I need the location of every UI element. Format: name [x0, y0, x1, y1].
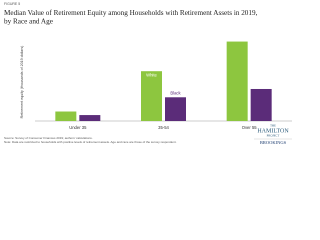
logo-text: THE: [270, 124, 276, 128]
note: Source: Survey of Consumer Finances 2019…: [4, 136, 93, 140]
chart: FIGURE 5 Median Value of Retirement Equi…: [4, 2, 292, 145]
logo: THE HAMILTON PROJECT BROOKINGS: [254, 124, 292, 145]
y-axis-label: Retirement equity (thousands of 2019 dol…: [20, 46, 24, 119]
series-label: White: [146, 72, 157, 77]
logo-text: BROOKINGS: [260, 140, 287, 145]
chart-title: Median Value of Retirement Equity among …: [4, 9, 258, 26]
figure-label: FIGURE 5: [4, 2, 20, 6]
x-tick-label: Under 35: [69, 125, 87, 130]
x-tick-label: 35-54: [158, 125, 169, 130]
note: Note: Data are restricted to households …: [4, 140, 177, 144]
x-tick-label: Over 55: [242, 125, 258, 130]
bar: [79, 115, 101, 121]
bar: [226, 41, 248, 121]
logo-text: PROJECT: [267, 134, 280, 138]
bar: [250, 88, 272, 121]
bar: [55, 111, 77, 121]
logo-text: HAMILTON: [257, 128, 289, 134]
series-label: Black: [170, 90, 181, 95]
bar: [165, 97, 186, 121]
bar: [141, 71, 162, 121]
